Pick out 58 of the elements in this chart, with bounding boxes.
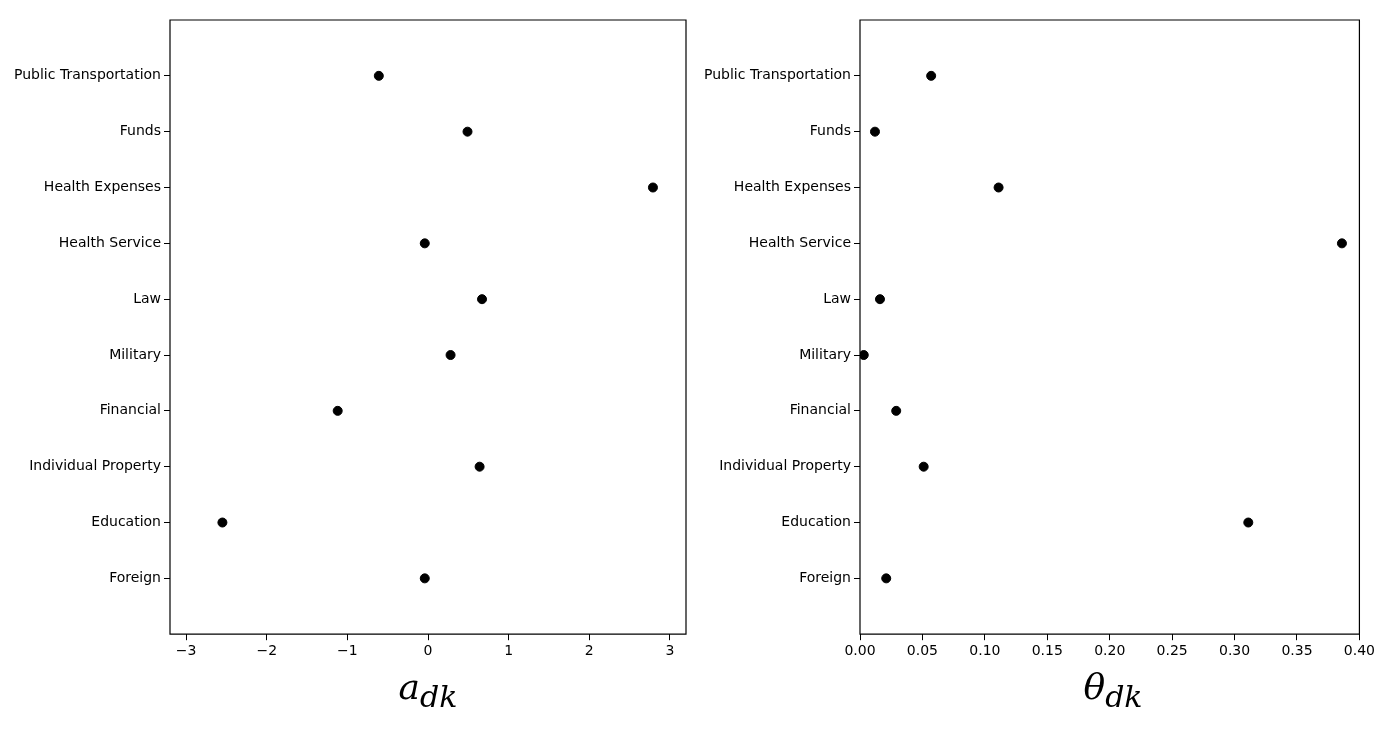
x-tick-label: 0 xyxy=(423,642,433,659)
y-tick-label: Health Service xyxy=(748,233,851,250)
point xyxy=(419,238,430,249)
x-tick-label: 0.40 xyxy=(1343,642,1375,659)
y-tick-label: Public Transportation xyxy=(704,66,851,83)
point xyxy=(474,461,485,472)
point xyxy=(462,126,473,137)
y-tick-label: Health Expenses xyxy=(43,178,161,195)
point xyxy=(918,461,929,472)
point xyxy=(869,126,880,137)
point xyxy=(926,70,937,81)
y-tick-label: Individual Property xyxy=(29,457,161,474)
y-tick-label: Public Transportation xyxy=(14,66,161,83)
point xyxy=(891,405,902,416)
y-tick-label: Military xyxy=(799,345,851,362)
point xyxy=(419,573,430,584)
x-axis-title: a$_{dk}$ xyxy=(397,665,459,717)
y-tick-label: Health Service xyxy=(58,233,161,250)
point xyxy=(445,350,456,361)
point xyxy=(881,573,892,584)
point xyxy=(477,294,488,305)
y-tick-label: Foreign xyxy=(109,569,161,585)
y-tick-label: Financial xyxy=(789,401,851,418)
x-tick-label: 3 xyxy=(665,642,675,659)
x-tick-label: 0.05 xyxy=(906,642,939,659)
y-tick-label: Foreign xyxy=(799,569,851,585)
point xyxy=(647,182,658,193)
x-tick-label: 0.00 xyxy=(844,642,876,659)
y-tick-label: Individual Property xyxy=(719,457,851,474)
y-tick-label: Financial xyxy=(99,401,161,418)
y-tick-label: Education xyxy=(91,513,161,530)
y-tick-label: Education xyxy=(781,513,851,530)
x-tick-label: 1 xyxy=(504,642,514,659)
x-tick-label: 0.25 xyxy=(1156,642,1188,659)
point xyxy=(993,182,1004,193)
y-tick-label: Law xyxy=(823,289,851,306)
point xyxy=(874,294,885,305)
point xyxy=(1243,517,1254,528)
y-tick-label: Funds xyxy=(119,122,161,139)
x-tick-label: 0.35 xyxy=(1281,642,1313,659)
x-tick-label: 0.20 xyxy=(1094,642,1126,659)
x-tick-label: 2 xyxy=(584,642,594,659)
point xyxy=(332,405,343,416)
point xyxy=(1336,238,1347,249)
x-tick-label: −1 xyxy=(337,642,358,659)
y-tick-label: Military xyxy=(109,345,161,362)
x-tick-label: 0.10 xyxy=(969,642,1001,659)
point xyxy=(860,350,869,361)
x-axis-title: θ$_{dk}$ xyxy=(1082,665,1144,717)
x-tick-label: −3 xyxy=(175,642,197,659)
x-tick-label: −2 xyxy=(256,642,278,659)
point xyxy=(217,517,228,528)
x-tick-label: 0.30 xyxy=(1218,642,1251,659)
y-tick-label: Funds xyxy=(809,122,851,139)
y-tick-label: Law xyxy=(133,289,161,306)
x-tick-label: 0.15 xyxy=(1031,642,1063,659)
y-tick-label: Health Expenses xyxy=(733,178,851,195)
point xyxy=(373,70,384,81)
